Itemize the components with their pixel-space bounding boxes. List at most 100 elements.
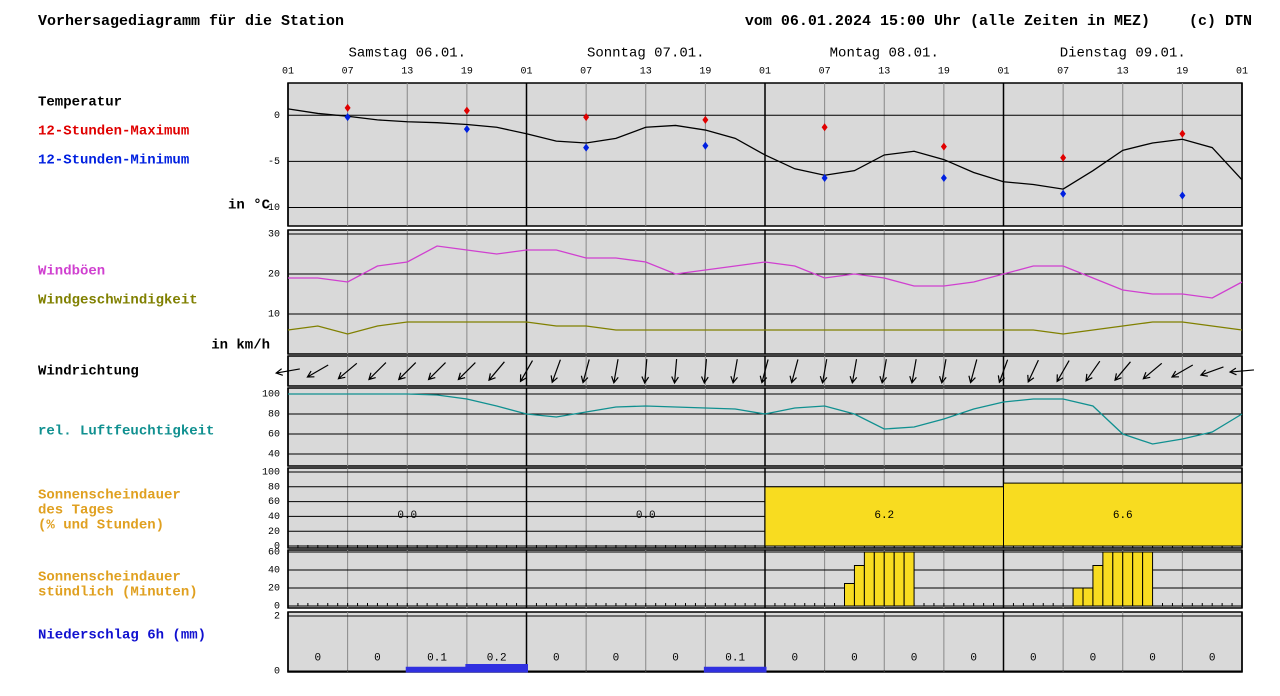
panel-label: Temperatur [38,95,122,111]
bar [1072,587,1084,607]
y-tick-label: 0 [274,111,280,122]
wind-arrow [427,362,446,381]
wind-arrow [968,359,978,384]
wind-arrow [306,364,329,378]
value-label: 0 [553,652,560,664]
y-tick-label: -10 [262,203,280,214]
page-title: Vorhersagediagramm für die Station [38,13,344,30]
y-tick-label: 60 [268,430,280,441]
value-label: 0 [672,652,679,664]
value-label: 0 [970,652,977,664]
panel-label: Sonnenscheindauer [38,570,181,586]
bar [764,486,1004,547]
marker [463,125,470,134]
bar [844,583,855,607]
copyright: (c) DTN [1189,13,1252,30]
wind-arrow [550,359,561,384]
marker [821,123,828,132]
x-tick-label: 01 [520,67,532,78]
panel-label: 12-Stunden-Maximum [38,124,189,140]
y-tick-label: 60 [268,497,280,508]
value-label: 0 [1209,652,1216,664]
value-label: 0 [911,652,918,664]
y-tick-label: 20 [268,584,280,595]
day-label: Samstag 06.01. [348,46,466,62]
wind-arrow [1228,367,1255,376]
wind-arrow [909,359,917,385]
unit-label: in °C [228,198,271,214]
bar [1003,482,1243,547]
value-label: 0 [792,652,799,664]
line [288,245,1243,299]
panel-label: (% und Stunden) [38,518,164,534]
marker [940,174,947,183]
bar [1082,587,1094,607]
wind-arrow [849,359,858,385]
wind-arrow [397,362,417,381]
bar [1092,565,1104,607]
marker [1060,189,1067,198]
x-tick-label: 07 [1057,67,1069,78]
bar [1122,551,1134,607]
marker [702,115,709,124]
unit-label: in km/h [211,338,270,354]
wind-arrow [789,359,799,384]
wind-arrow [819,359,828,385]
y-tick-label: -5 [268,157,280,168]
wind-arrow [1142,362,1163,380]
wind-arrow [938,359,947,385]
day-label: Montag 08.01. [830,46,939,62]
y-tick-label: 100 [262,468,280,479]
panel-label: stündlich (Minuten) [38,585,198,601]
bar [405,666,469,673]
wind-arrow [488,361,505,382]
x-tick-label: 01 [1236,67,1248,78]
y-tick-label: 2 [274,612,280,623]
wind-arrow [759,359,769,384]
marker [821,174,828,183]
marker [702,141,709,150]
y-tick-label: 10 [268,310,280,321]
y-tick-label: 80 [268,410,280,421]
bar [1112,551,1124,607]
x-tick-label: 01 [759,67,771,78]
value-label: 6.6 [1113,510,1133,522]
panel-label: Windgeschwindigkeit [38,293,198,309]
panel-label: Niederschlag 6h (mm) [38,628,206,644]
bar [703,666,767,673]
x-tick-label: 07 [819,67,831,78]
y-tick-label: 80 [268,482,280,493]
y-tick-label: 60 [268,548,280,559]
y-tick-label: 0 [274,542,280,553]
bar [863,551,875,607]
wind-arrow [730,359,738,385]
x-tick-label: 13 [878,67,890,78]
value-label: 0 [613,652,620,664]
wind-arrow [997,359,1009,384]
marker [583,113,590,122]
line [287,108,1243,190]
wind-arrow [1170,364,1194,378]
wind-arrow [1027,359,1039,384]
y-tick-label: 100 [262,390,280,401]
x-tick-label: 13 [1117,67,1129,78]
x-tick-label: 19 [1176,67,1188,78]
panel-label: rel. Luftfeuchtigkeit [38,424,214,440]
wind-arrow [700,358,709,385]
bar [465,664,528,673]
x-tick-label: 13 [401,67,413,78]
y-tick-label: 20 [268,527,280,538]
wind-arrow [1199,366,1224,377]
wind-arrow [337,362,358,380]
wind-arrow [1085,360,1101,382]
marker [940,142,947,151]
value-label: 0.1 [427,652,447,664]
bar [1132,551,1144,607]
value-label: 0.0 [397,510,417,522]
x-tick-label: 13 [640,67,652,78]
line [288,393,1243,445]
issued: vom 06.01.2024 15:00 Uhr (alle Zeiten in… [745,13,1150,30]
y-tick-label: 40 [268,566,280,577]
wind-arrow [671,358,679,385]
